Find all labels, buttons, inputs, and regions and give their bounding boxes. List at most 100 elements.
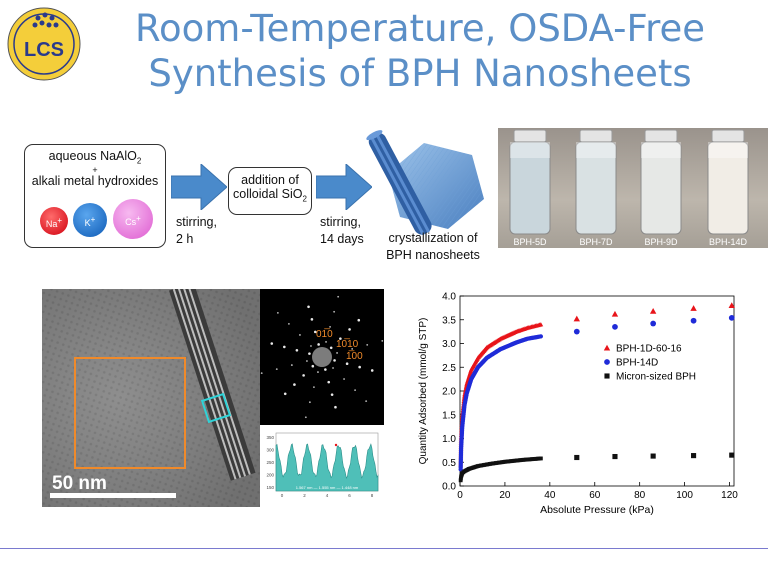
step1-line-1: stirring, <box>176 215 217 229</box>
reagent-line-2: alkali metal hydroxides <box>31 173 159 188</box>
reagent-box: aqueous NaAlO2 + alkali metal hydroxides… <box>24 144 166 248</box>
fft-spot <box>329 346 333 350</box>
series-bph-1d-60-16 <box>458 302 735 467</box>
data-point <box>538 334 544 339</box>
fft-spot <box>307 305 310 309</box>
vial-body <box>575 141 617 235</box>
fft-spot <box>348 328 351 331</box>
x-tick-label: 80 <box>634 490 646 501</box>
scale-bar-label: 50 nm <box>52 473 107 494</box>
data-point <box>573 315 580 322</box>
isotherm-chart: 0.0 0.5 1.0 1.5 2.0 2.5 3.0 3.5 4.0 0 20 40 60 80 100 1… <box>418 292 738 517</box>
legend-label: BPH-14D <box>616 358 658 369</box>
fft-spot <box>302 374 305 377</box>
fft-spot <box>313 386 315 389</box>
y-tick-label: 1.0 <box>442 434 456 445</box>
fft-spot <box>336 352 338 354</box>
fft-spot <box>357 318 361 322</box>
fft-spot <box>270 342 274 345</box>
page-title: Room-Temperature, OSDA-Free Synthesis of… <box>120 6 720 96</box>
data-point <box>603 344 611 351</box>
step2-line-2: 14 days <box>320 232 364 246</box>
data-point <box>728 314 735 321</box>
nanosheet-crystal <box>366 130 484 235</box>
step1-line-2: 2 h <box>176 232 194 246</box>
data-point <box>604 359 610 365</box>
y-tick-label: 0.0 <box>442 482 456 493</box>
fft-spot <box>366 343 369 346</box>
y-tick-label: 4.0 <box>442 292 456 303</box>
fft-spot <box>308 401 311 404</box>
data-point <box>573 328 580 335</box>
vial-cap <box>644 129 678 143</box>
vial-label: BPH-7D <box>579 237 613 247</box>
profile-trace <box>275 443 379 492</box>
ion-na: Na+ <box>40 207 68 235</box>
fft-spot <box>325 341 327 343</box>
y-tick-label: 2.0 <box>442 387 456 398</box>
ion-cs: Cs+ <box>113 199 153 239</box>
fft-spot <box>310 345 312 347</box>
profile-x-tick: 2 <box>303 493 306 498</box>
fft-spot <box>351 348 354 350</box>
data-point <box>604 373 610 379</box>
fft-spot <box>299 334 301 336</box>
arrow-right-icon <box>316 164 372 210</box>
y-tick-label: 0.5 <box>442 458 456 469</box>
vial-photo: BPH-5D BPH-7D BPH-9D BPH-14D <box>498 128 768 248</box>
step2-line-1: stirring, <box>320 215 361 229</box>
x-tick-label: 0 <box>457 490 463 501</box>
profile-x-tick: 4 <box>326 493 329 498</box>
profile-readout: 1.567 nm — 1.555 nm — 1.448 nm <box>296 485 359 490</box>
vial-glare <box>641 142 681 158</box>
data-point <box>538 322 544 327</box>
fft-spot <box>333 359 336 362</box>
data-point <box>612 323 618 330</box>
fft-spot <box>332 367 334 369</box>
fft-spot <box>324 368 327 371</box>
fft-spot <box>306 360 308 362</box>
profile-x-tick: 8 <box>371 493 374 498</box>
fft-graphic <box>260 295 384 419</box>
profile-y-tick: 300 <box>266 448 274 453</box>
x-tick-label: 40 <box>544 490 556 501</box>
ion-k: K+ <box>73 203 107 237</box>
y-tick-label: 1.5 <box>442 410 456 421</box>
vial-body <box>509 141 551 235</box>
fft-spot <box>283 345 286 349</box>
logo-text: LCS <box>24 39 64 61</box>
step2-label: stirring, 14 days <box>320 214 364 248</box>
fft-spot <box>337 295 340 298</box>
vial-label: BPH-5D <box>513 237 547 247</box>
line-profile-inset: 350 300 250 200 150 0 2 4 6 8 1.567 nm — 1.555 nm … <box>260 425 384 507</box>
vial-cap <box>513 129 547 143</box>
fft-spot <box>304 416 307 419</box>
x-tick-label: 20 <box>499 490 511 501</box>
fft-spot <box>330 393 334 396</box>
x-axis-label: Absolute Pressure (kPa) <box>540 504 654 516</box>
fft-spot <box>283 392 287 396</box>
arrow-right-icon <box>171 164 227 210</box>
profile-y-tick: 350 <box>266 435 274 440</box>
fft-spot <box>329 325 331 328</box>
tem-graphic <box>42 289 260 507</box>
data-point <box>574 454 580 461</box>
fft-spot <box>334 405 337 409</box>
vial-cap <box>579 129 613 143</box>
y-tick-label: 2.5 <box>442 363 456 374</box>
fft-label-1010: 10̅10 <box>336 339 359 350</box>
footer-divider <box>0 548 768 549</box>
fft-label-1100: 1̅00 <box>346 351 363 362</box>
vial: BPH-14D <box>707 129 749 247</box>
fft-spot <box>365 400 368 403</box>
data-point <box>729 452 735 458</box>
x-tick-label: 120 <box>721 490 738 501</box>
y-tick-label: 3.0 <box>442 339 456 350</box>
silica-box: addition of colloidal SiO2 <box>228 167 312 215</box>
fft-spot <box>288 323 290 325</box>
data-point <box>611 310 619 317</box>
vial-label: BPH-14D <box>709 237 748 247</box>
vial: BPH-5D <box>509 129 551 247</box>
data-point <box>538 456 543 461</box>
data-point <box>690 305 697 311</box>
